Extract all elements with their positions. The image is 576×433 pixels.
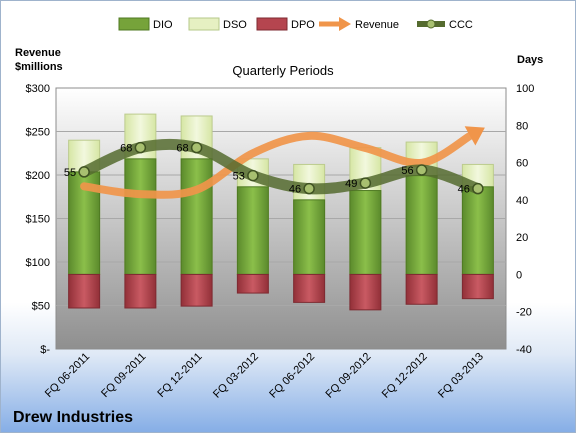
ccc-point[interactable] [415, 164, 428, 176]
right-axis-title: Days [517, 54, 543, 66]
x-axis-tick-label: FQ 09-2012 [324, 351, 374, 401]
legend-marker-ccc [426, 19, 436, 29]
legend-swatch-dpo [256, 17, 288, 31]
bar-dio[interactable] [236, 186, 269, 275]
x-axis-tick-label: FQ 06-2012 [267, 351, 317, 401]
chart-subtitle: Quarterly Periods [232, 63, 334, 78]
left-axis-title-line2: $millions [15, 61, 63, 73]
bar-dpo[interactable] [349, 273, 382, 311]
left-axis-tick-label: $300 [26, 83, 50, 95]
ccc-data-label: 68 [176, 143, 188, 155]
bar-dpo[interactable] [68, 273, 101, 309]
left-axis-tick-label: $50 [32, 301, 50, 313]
left-axis-tick-label: $- [40, 344, 50, 356]
ccc-data-label: 53 [233, 171, 245, 183]
ccc-point[interactable] [190, 141, 203, 154]
ccc-data-label: 55 [64, 167, 76, 179]
bar-dio[interactable] [124, 158, 157, 275]
legend-item-dio[interactable]: DIO [118, 17, 173, 31]
lines-group: 55 68 68 53 46 49 56 46 [64, 126, 485, 199]
legend-item-revenue[interactable]: Revenue [319, 17, 399, 31]
ccc-data-label: 56 [401, 165, 413, 177]
x-axis-tick-label: FQ 03-2012 [211, 351, 261, 401]
ccc-point[interactable] [472, 182, 484, 195]
right-axis-tick-label: 100 [516, 83, 534, 95]
ccc-data-label: 46 [458, 184, 470, 196]
legend-item-ccc[interactable]: CCC [417, 19, 473, 31]
right-axis-tick-label: 60 [516, 158, 528, 170]
legend-item-dpo[interactable]: DPO [256, 17, 315, 31]
right-axis-tick-label: -20 [516, 307, 532, 319]
bar-dpo[interactable] [405, 273, 438, 305]
x-axis-tick-label: FQ 09-2011 [99, 351, 148, 400]
bar-dio[interactable] [405, 175, 438, 275]
right-axis-tick-label: 40 [516, 195, 528, 207]
legend-label-revenue: Revenue [355, 19, 399, 31]
bar-dio[interactable] [349, 190, 382, 275]
ccc-line[interactable] [78, 138, 484, 195]
left-axis-tick-label: $100 [26, 257, 50, 269]
ccc-data-label: 46 [289, 184, 301, 196]
legend-item-dso[interactable]: DSO [188, 17, 247, 31]
bar-dpo[interactable] [461, 273, 494, 300]
left-axis-tick-label: $150 [26, 214, 50, 226]
x-axis-tick-label: FQ 12-2011 [155, 351, 204, 400]
legend-label-dpo: DPO [291, 19, 315, 31]
ccc-data-label: 49 [345, 178, 357, 190]
bar-dpo[interactable] [124, 273, 157, 309]
right-axis-tick-label: 80 [516, 120, 528, 132]
left-axis-tick-label: $250 [26, 127, 50, 139]
x-axis-tick-label: FQ 06-2011 [43, 351, 92, 400]
ccc-point[interactable] [303, 182, 315, 195]
revenue-line[interactable] [80, 131, 475, 199]
company-name: Drew Industries [13, 409, 133, 426]
ccc-point[interactable] [359, 177, 372, 189]
x-axis-tick-label: FQ 03-2013 [436, 351, 486, 401]
right-axis-tick-label: 20 [516, 232, 528, 244]
x-axis-tick-label: FQ 12-2012 [380, 351, 430, 401]
bar-dio[interactable] [180, 158, 213, 275]
legend-label-dso: DSO [223, 19, 247, 31]
ccc-point[interactable] [78, 166, 90, 178]
bar-dpo[interactable] [293, 273, 326, 303]
bar-dio[interactable] [461, 186, 494, 275]
ccc-point[interactable] [134, 141, 147, 154]
legend-swatch-dio [118, 17, 150, 31]
left-axis-tick-label: $200 [26, 170, 50, 182]
bar-dpo[interactable] [236, 273, 269, 294]
ccc-data-label: 68 [120, 143, 132, 155]
revenue-arrowhead [464, 126, 485, 146]
legend-arrow-icon [339, 17, 351, 31]
legend-swatch-dso [188, 17, 220, 31]
legend: DIO DSO DPO Revenue CCC [118, 17, 473, 31]
left-axis-title-line1: Revenue [15, 47, 61, 59]
right-axis-tick-label: -40 [516, 344, 532, 356]
right-axis-tick-label: 0 [516, 269, 522, 281]
legend-label-ccc: CCC [449, 19, 473, 31]
ccc-point[interactable] [247, 169, 259, 182]
legend-label-dio: DIO [153, 19, 173, 31]
bar-dpo[interactable] [180, 273, 213, 307]
bar-dio[interactable] [293, 199, 326, 275]
